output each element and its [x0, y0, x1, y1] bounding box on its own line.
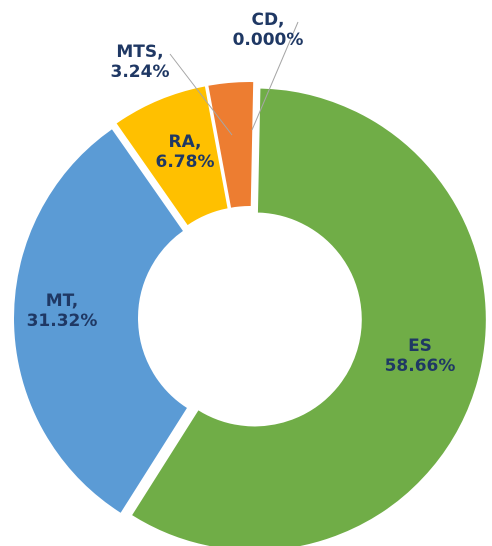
data-label: CD, 0.000%: [233, 10, 304, 50]
donut-slice: [251, 81, 256, 208]
value-label: 6.78%: [156, 152, 215, 172]
category-label: MTS,: [116, 42, 163, 62]
leader-line: [251, 21, 299, 131]
data-label: RA, 6.78%: [156, 132, 215, 172]
value-label: 58.66%: [385, 356, 456, 376]
value-label: 3.24%: [111, 62, 170, 82]
data-label: MT, 31.32%: [27, 291, 98, 331]
donut-slice: [12, 126, 190, 516]
value-label: 31.32%: [27, 311, 98, 331]
category-label: MT,: [46, 291, 79, 311]
leader-line: [169, 53, 233, 136]
data-label: MTS, 3.24%: [111, 42, 170, 82]
donut-slice: [129, 86, 488, 546]
category-label: RA,: [168, 132, 201, 152]
data-label: ES 58.66%: [385, 336, 456, 376]
category-label: ES: [408, 336, 432, 356]
category-label: CD,: [251, 10, 284, 30]
value-label: 0.000%: [233, 30, 304, 50]
donut-slice: [113, 84, 230, 228]
donut-slice: [206, 80, 256, 210]
